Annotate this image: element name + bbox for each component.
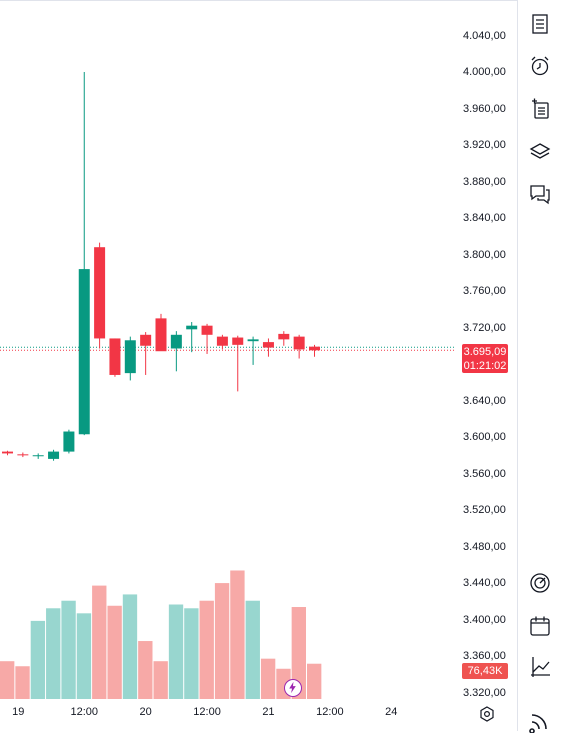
add-list-icon[interactable] [528,97,552,121]
price-tick-label: 3.720,00 [463,321,506,334]
price-tick-label: 3.400,00 [463,613,506,626]
volume-bar [245,600,260,699]
candle-body [32,455,44,457]
candle-body [293,336,305,350]
time-tick-label: 21 [262,706,275,718]
volume-bar [46,608,61,699]
price-tick-label: 4.000,00 [463,66,506,78]
time-tick-label: 12:00 [316,706,344,718]
price-tick-label: 3.800,00 [463,248,506,261]
time-tick-label: 24 [385,706,398,718]
candle-body [17,454,29,456]
price-tick-label: 3.360,00 [463,650,506,662]
price-tick-label: 3.560,00 [463,467,506,480]
candle-body [232,337,244,345]
price-tick-label: 3.960,00 [463,102,506,115]
price-tick-label: 4.040,00 [463,29,506,42]
volume-bar [168,604,184,699]
candle-body [48,451,60,459]
volume-bar [122,594,138,699]
volume-bar [291,607,306,699]
price-tick-label: 3.520,00 [463,504,506,516]
volume-bar [153,661,168,699]
watchlist-icon[interactable] [528,12,552,36]
volume-bar [199,600,214,699]
lightning-icon[interactable] [284,679,302,697]
volume-bar [184,608,199,699]
volume-bar [30,620,46,699]
candle-body [278,333,290,340]
candle-body [124,340,136,374]
broadcast-icon[interactable] [528,709,552,734]
price-chart[interactable] [0,0,455,700]
volume-bar [260,658,276,699]
price-tick-label: 3.640,00 [463,394,506,407]
candle-body [201,325,213,335]
volume-bar [61,600,76,699]
price-tick-label: 3.440,00 [463,577,506,589]
price-tick-label: 3.880,00 [463,175,506,188]
volume-bar [138,641,153,699]
candle-body [94,247,106,339]
candle-body [247,339,259,342]
price-tick-label: 3.600,00 [463,431,506,443]
volume-bar [307,663,322,699]
time-axis[interactable]: 19 12:00 20 12:00 21 12:00 24 [0,700,517,731]
candle-body [309,346,320,351]
price-tick-label: 3.760,00 [463,285,506,297]
volume-bar [92,585,107,699]
candle-body [262,342,274,348]
candle-body [216,336,228,346]
candle-body [109,338,121,375]
time-tick-label: 19 [12,706,25,718]
candle-body [2,451,13,454]
candle-body [140,334,152,346]
candle-body [63,431,75,452]
candle-body [155,318,167,352]
right-toolbar [517,0,561,734]
bar-countdown-label: 01:21:02 [462,359,508,373]
alert-clock-icon[interactable] [528,54,552,78]
candle-body [170,334,182,349]
price-tick-label: 3.920,00 [463,139,506,151]
candle-body [78,269,90,435]
top-border [0,0,561,1]
settings-icon[interactable] [478,705,496,723]
volume-bar [214,583,230,699]
time-tick-label: 12:00 [70,706,99,718]
time-tick-label: 12:00 [193,706,221,718]
candle-body [186,325,198,330]
price-tick-label: 3.480,00 [463,540,506,553]
volume-bar [107,605,122,699]
last-price-label: 3.695,09 [462,344,508,360]
volume-bar [230,570,245,699]
calendar-icon[interactable] [528,614,552,638]
volume-label: 76,43K [462,663,508,679]
volume-bar [76,613,92,699]
volume-bar [15,666,30,699]
price-tick-label: 3.320,00 [463,686,506,699]
layers-icon[interactable] [528,139,552,163]
chat-icon[interactable] [528,182,552,206]
price-tick-label: 3.840,00 [463,212,506,224]
time-tick-label: 20 [139,706,152,718]
target-icon[interactable] [528,571,552,595]
volume-bar [0,661,15,699]
trend-line-icon[interactable] [528,655,552,679]
price-axis[interactable]: 4.040,00 4.000,00 3.960,00 3.920,00 3.880,00… [455,0,517,700]
